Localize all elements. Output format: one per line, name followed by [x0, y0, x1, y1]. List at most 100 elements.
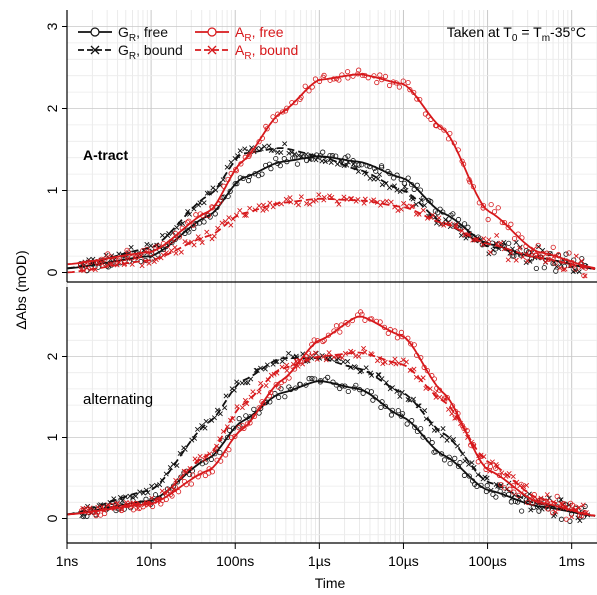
y-tick-label: 1 [44, 433, 60, 441]
data-point-cross [256, 203, 262, 209]
data-point-cross [403, 359, 409, 365]
data-point-circle [193, 212, 199, 218]
data-point-circle [241, 425, 247, 431]
data-point-circle [400, 78, 406, 84]
data-point-circle [409, 181, 415, 188]
data-point-circle [558, 516, 565, 522]
series-0-3 [67, 192, 596, 279]
data-point-circle [353, 382, 359, 388]
data-point-cross [498, 240, 504, 246]
data-point-cross [420, 207, 426, 213]
data-point-cross [488, 487, 494, 493]
data-point-cross [228, 222, 234, 228]
data-point-circle [276, 394, 282, 400]
data-point-circle [552, 260, 558, 266]
legend-entry: AR, bound [195, 42, 298, 62]
data-point-circle [190, 472, 196, 478]
data-point-cross [579, 258, 585, 264]
data-point-cross [256, 389, 262, 395]
data-point-cross [392, 356, 398, 362]
x-tick-label: 100ns [216, 553, 254, 569]
y-tick-label: 0 [44, 268, 60, 276]
data-point-cross [539, 506, 545, 512]
data-point-cross [229, 386, 235, 392]
data-point-cross [321, 353, 327, 360]
data-point-cross [484, 475, 490, 481]
data-point-cross [326, 193, 333, 199]
data-point-circle [320, 149, 326, 155]
data-point-cross [569, 514, 575, 520]
data-point-cross [531, 246, 537, 252]
data-point-circle [245, 178, 252, 184]
data-point-cross [211, 233, 217, 239]
data-point-circle [582, 503, 588, 509]
legend-label: GR, bound [118, 42, 183, 62]
data-point-circle [511, 489, 517, 495]
data-point-circle [441, 127, 447, 133]
data-point-circle [401, 180, 407, 186]
data-point-cross [173, 250, 179, 256]
data-point-circle [408, 341, 414, 347]
data-point-circle [175, 489, 182, 495]
data-point-cross [384, 198, 390, 204]
data-point-circle [554, 493, 560, 499]
data-point-cross [553, 509, 559, 515]
data-point-circle [495, 205, 501, 211]
data-point-circle [321, 72, 327, 78]
data-point-circle [377, 319, 383, 325]
data-point-cross [95, 504, 101, 510]
data-point-cross [418, 197, 424, 203]
data-point-cross [487, 468, 493, 474]
data-point-circle [174, 479, 181, 485]
data-point-circle [487, 463, 493, 470]
data-point-circle [276, 384, 282, 390]
data-point-cross [535, 496, 541, 503]
data-point-cross [148, 243, 154, 249]
legend-label: AR, free [235, 24, 284, 44]
y-tick-label: 0 [44, 514, 60, 522]
data-point-cross [239, 405, 245, 411]
data-point-cross [299, 361, 306, 367]
data-point-circle [506, 240, 512, 246]
data-point-cross [248, 376, 254, 382]
data-point-cross [250, 389, 256, 395]
data-point-cross [505, 257, 511, 263]
legend-label: GR, free [118, 24, 168, 44]
data-point-cross [204, 190, 210, 196]
data-point-cross [344, 162, 350, 168]
data-point-circle [444, 395, 450, 401]
data-point-cross [135, 505, 141, 511]
data-point-circle [377, 72, 383, 78]
data-point-cross [494, 232, 500, 238]
data-point-cross [375, 372, 381, 378]
data-point-cross [379, 182, 385, 188]
data-point-cross [395, 208, 401, 214]
data-point-cross [402, 184, 408, 190]
x-tick-label: 1ns [56, 553, 79, 569]
data-point-cross [149, 495, 155, 501]
data-point-circle [545, 506, 551, 512]
data-point-circle [302, 83, 308, 89]
data-point-circle [461, 472, 468, 478]
data-point-circle [312, 376, 318, 382]
data-point-cross [224, 164, 230, 170]
data-point-circle [368, 389, 374, 395]
data-point-cross [334, 198, 340, 204]
data-point-cross [524, 482, 530, 488]
data-point-circle [294, 161, 301, 167]
data-point-cross [237, 148, 243, 154]
fit-line [67, 197, 596, 274]
data-point-circle [501, 219, 508, 226]
data-point-circle [209, 469, 215, 475]
data-point-cross [510, 474, 516, 480]
fit-line [67, 315, 596, 517]
data-point-circle [388, 412, 395, 418]
panel-label-bottom: alternating [83, 391, 153, 408]
data-point-circle [394, 335, 401, 341]
data-point-circle [236, 416, 242, 422]
data-point-cross [295, 202, 302, 208]
data-point-cross [469, 460, 475, 466]
annotation-conditions: Taken at T0 = Tm-35°C [447, 24, 586, 44]
data-point-cross [363, 365, 369, 371]
data-point-cross [298, 194, 304, 200]
